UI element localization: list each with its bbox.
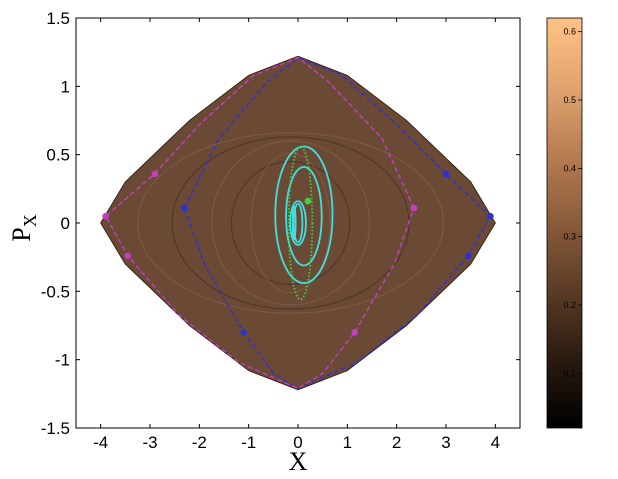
series-point [240, 329, 247, 336]
x-tick-label: -2 [192, 433, 207, 452]
phase-swirl [230, 160, 351, 286]
series-2 [274, 145, 334, 285]
x-axis-label: X [289, 447, 308, 476]
y-tick-label: -1.5 [41, 419, 70, 438]
series-point [442, 170, 450, 178]
series-orbit [291, 205, 297, 241]
series-point [304, 197, 312, 205]
colorbar-ticks: 0.1 0.2 0.3 0.4 0.5 0.6 [563, 27, 582, 378]
y-axis-label-subscript: X [20, 214, 40, 227]
series-1 [102, 56, 418, 390]
phase-region [100, 55, 496, 391]
x-tick-label: 2 [392, 433, 401, 452]
series-curve [104, 56, 415, 390]
series-orbit [289, 200, 307, 246]
colorbar: 0.1 0.2 0.3 0.4 0.5 0.6 [546, 17, 583, 429]
x-tick-label: -1 [241, 433, 256, 452]
series-orbit [287, 145, 314, 301]
x-axis: -4 -3 -2 -1 0 1 2 3 4 [93, 18, 500, 452]
x-tick-label: 1 [343, 433, 352, 452]
x-tick-label: -3 [142, 433, 157, 452]
series-point [181, 204, 188, 212]
y-tick-label: 1.5 [46, 9, 70, 28]
y-axis-label-main: P [7, 227, 36, 241]
series-point [124, 252, 132, 260]
series-point [151, 170, 159, 178]
y-tick-label: 0.5 [46, 146, 70, 165]
colorbar-tick-label: 0.6 [563, 27, 576, 37]
colorbar-tick-label: 0.5 [563, 95, 576, 105]
series-orbit [274, 145, 334, 285]
phase-swirl [211, 140, 371, 306]
svg-text:PX: PX [7, 214, 40, 241]
y-axis-label: PX [7, 214, 40, 241]
phase-swirl [137, 132, 445, 314]
series-point [410, 204, 418, 212]
colorbar-tick-label: 0.1 [563, 368, 576, 378]
series-orbit [285, 166, 323, 267]
series-point [487, 212, 494, 220]
series-point [351, 329, 359, 336]
colorbar-tick-label: 0.4 [563, 163, 576, 173]
x-tick-label: 4 [491, 433, 500, 452]
x-tick-label: 3 [441, 433, 450, 452]
series-3 [287, 145, 314, 301]
colorbar-gradient [546, 17, 583, 429]
y-axis: 1.5 1 0.5 0 -0.5 -1 -1.5 [41, 9, 520, 438]
y-tick-label: 1 [61, 77, 70, 96]
phase-portrait [100, 55, 496, 391]
series-0 [181, 56, 494, 390]
series-point [464, 252, 472, 260]
colorbar-tick-label: 0.2 [563, 300, 576, 310]
series-orbit [292, 202, 304, 243]
plot-area: -4 -3 -2 -1 0 1 2 3 4 1.5 1 0.5 0 -0.5 -1 -1.5 [41, 9, 521, 452]
x-tick-label: -4 [93, 433, 108, 452]
y-tick-label: 0 [61, 214, 70, 233]
x-tick-label: 0 [293, 433, 302, 452]
y-tick-label: -1 [55, 351, 70, 370]
series-curve [183, 56, 492, 390]
y-tick-label: -0.5 [41, 282, 70, 301]
colorbar-tick-label: 0.3 [563, 232, 576, 242]
series-point [102, 212, 109, 220]
